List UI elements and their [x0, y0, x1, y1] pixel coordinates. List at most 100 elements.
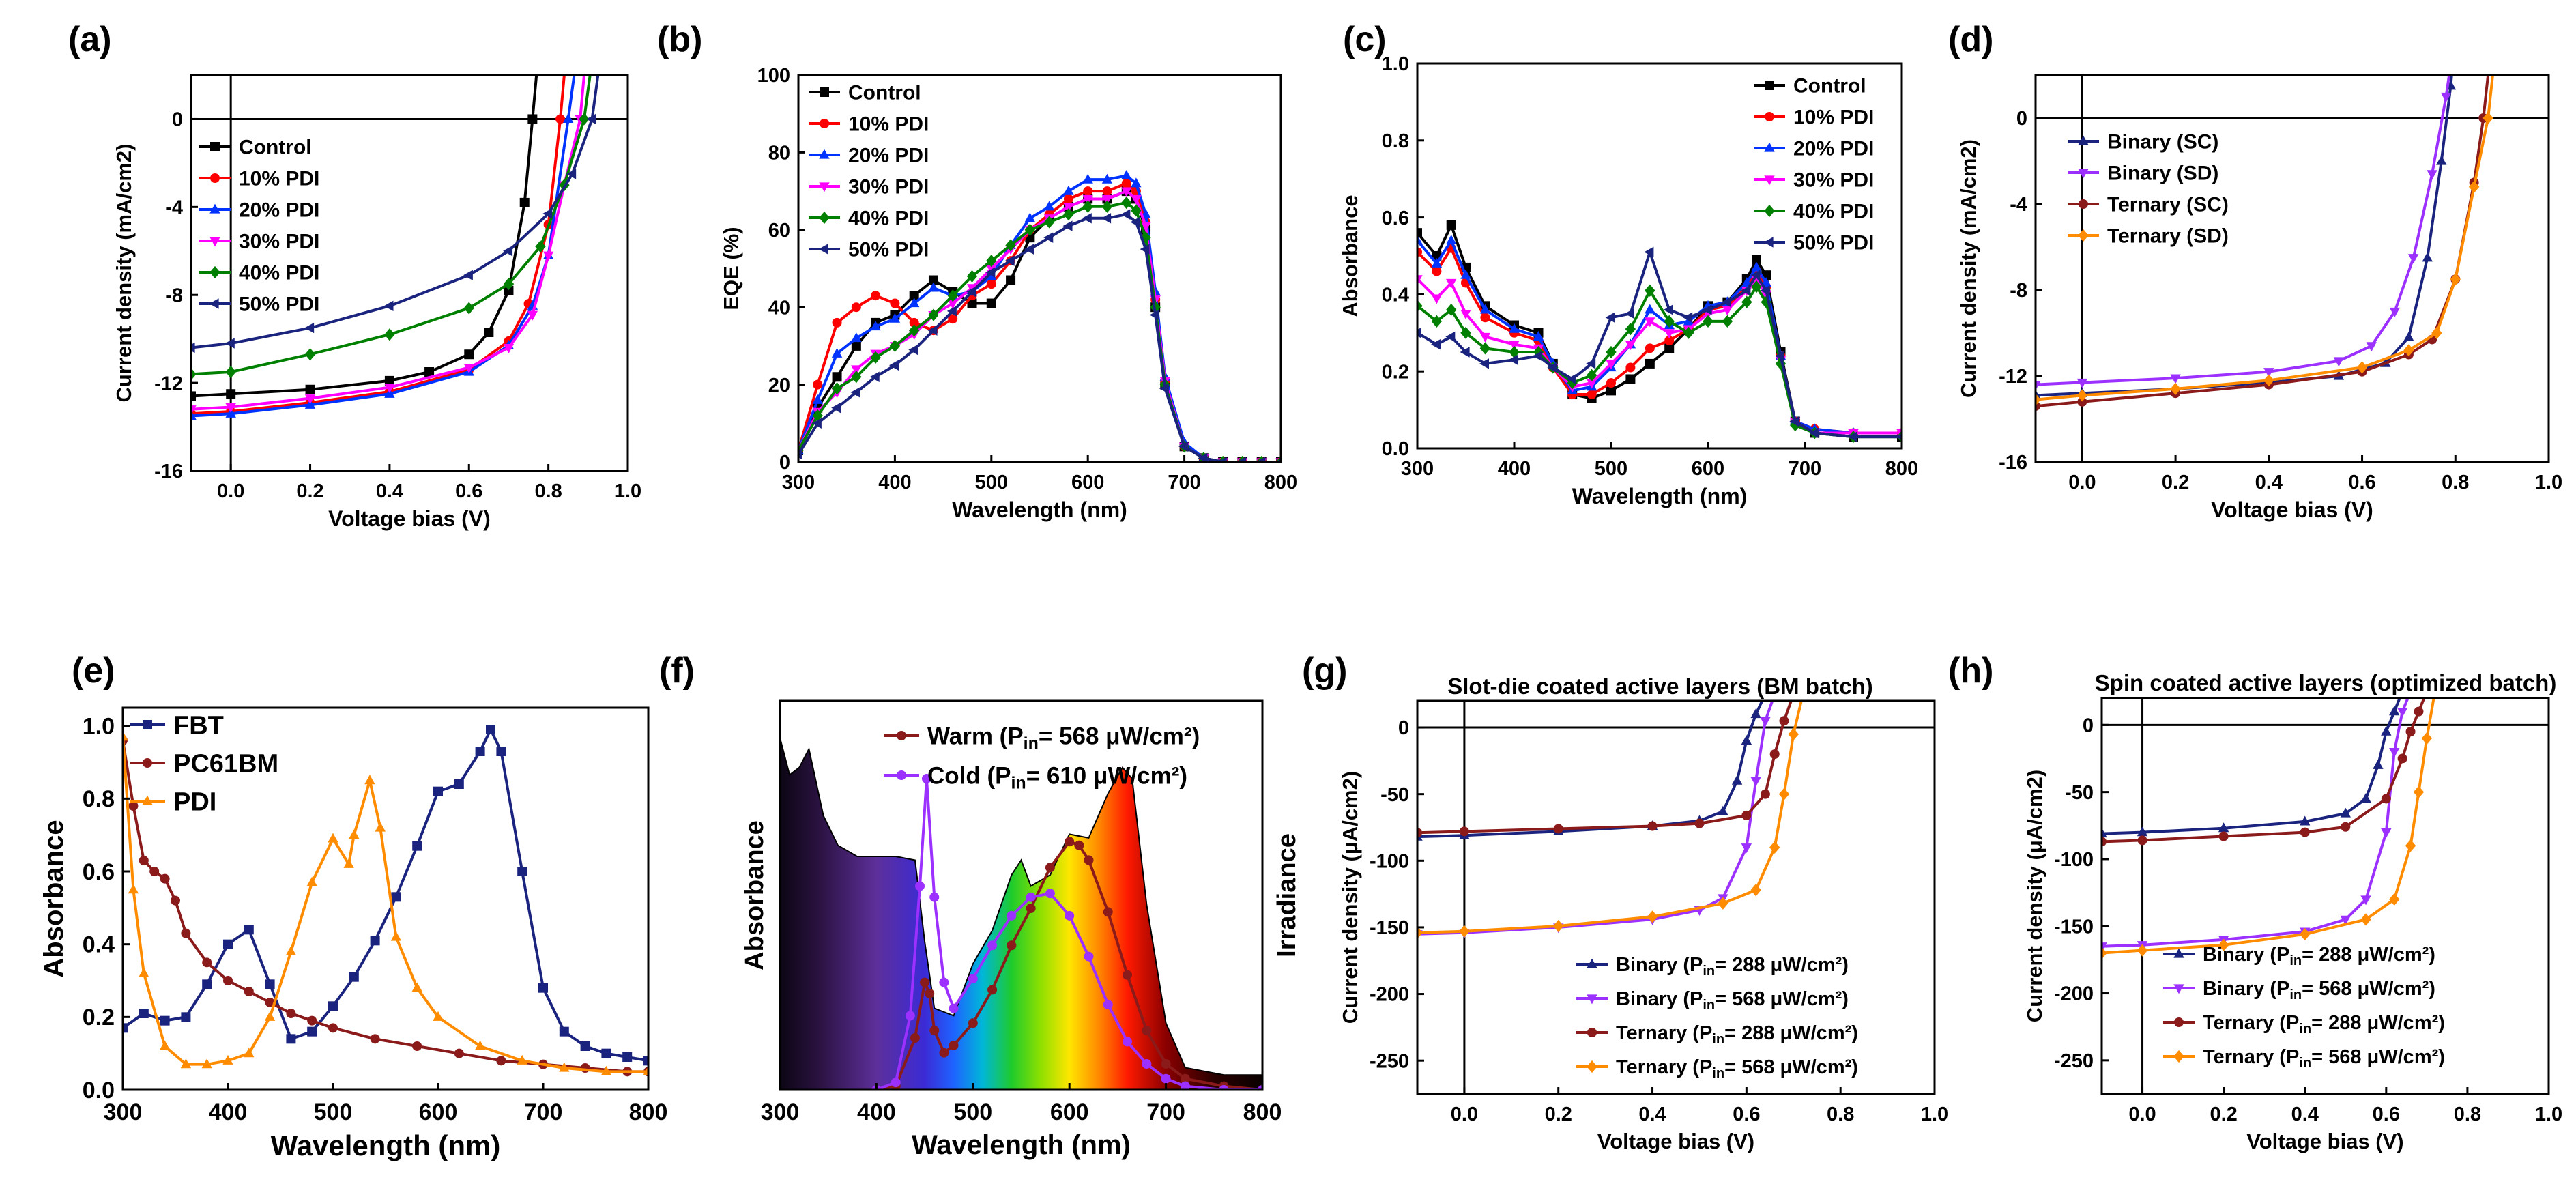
- x-tick-label: 600: [1692, 458, 1724, 480]
- data-point: [201, 1058, 212, 1069]
- data-point: [527, 114, 538, 124]
- y-tick-label: 80: [768, 143, 790, 164]
- data-point: [1645, 358, 1655, 369]
- data-point: [226, 389, 236, 399]
- x-tick-label: 600: [419, 1099, 458, 1125]
- legend-label: 20% PDI: [239, 199, 319, 222]
- data-point: [579, 113, 590, 126]
- y-axis-label: Absorbance: [740, 820, 769, 970]
- chart-panel-f: (f) 300 400 500 600 700 800 Wavelength (nm) Abso…: [659, 651, 1301, 1160]
- data-point: [1683, 312, 1693, 323]
- data-point: [559, 1026, 569, 1037]
- data-point: [1645, 343, 1655, 353]
- legend-label: Control: [848, 82, 921, 104]
- data-point: [929, 892, 940, 902]
- data-point: [1431, 339, 1441, 350]
- series-50-pdi-5: [1417, 246, 1902, 442]
- y-tick-label: 1.0: [83, 714, 115, 740]
- data-point: [1178, 441, 1189, 452]
- data-point: [948, 314, 958, 324]
- data-point: [1063, 208, 1074, 221]
- data-point: [517, 1054, 527, 1065]
- legend-marker: [1764, 142, 1775, 152]
- x-tick-label: 800: [1885, 458, 1918, 480]
- legend-label: 40% PDI: [848, 207, 929, 230]
- data-point: [2102, 837, 2107, 847]
- data-point: [1043, 201, 1055, 211]
- data-point: [139, 856, 149, 865]
- data-point: [1101, 213, 1112, 224]
- data-point: [600, 1065, 612, 1075]
- data-point: [412, 841, 422, 851]
- data-point: [2170, 382, 2181, 395]
- data-point: [1043, 216, 1055, 229]
- data-point: [939, 977, 949, 987]
- legend-label: FBT: [173, 711, 224, 740]
- data-point: [2381, 828, 2392, 839]
- data-point: [1460, 326, 1471, 339]
- data-point: [285, 945, 297, 955]
- data-point: [891, 1078, 901, 1088]
- y-tick-label: -4: [2010, 194, 2027, 216]
- y-tick-label: 0: [1398, 717, 1409, 739]
- y-tick-label: -250: [2054, 1050, 2094, 1072]
- data-point: [128, 801, 139, 811]
- data-point: [2366, 342, 2377, 352]
- legend-label: Control: [239, 136, 312, 159]
- data-point: [391, 892, 401, 902]
- data-point: [1417, 228, 1422, 238]
- data-point: [1779, 716, 1789, 726]
- y-tick-label: 0.6: [83, 859, 115, 885]
- data-point: [1065, 910, 1075, 921]
- data-point: [1533, 331, 1544, 341]
- x-tick-label: 0.2: [1545, 1103, 1572, 1125]
- x-tick-label: 700: [1789, 458, 1821, 480]
- data-point: [264, 1011, 276, 1021]
- data-point: [1063, 203, 1074, 213]
- data-point: [1547, 362, 1557, 373]
- legend-label: 30% PDI: [848, 176, 929, 199]
- data-point: [1006, 275, 1016, 285]
- data-point: [2340, 807, 2351, 818]
- data-point: [925, 988, 935, 998]
- y-tick-label: 0: [2083, 714, 2094, 736]
- legend-subscript: in: [2299, 1056, 2311, 1071]
- data-point: [1586, 379, 1597, 389]
- data-point: [1101, 200, 1113, 213]
- legend-subscript: in: [1011, 773, 1026, 792]
- legend-label: Ternary (Pin= 288 μW/cm²): [1616, 1022, 1858, 1047]
- series-line: [191, 75, 592, 376]
- data-point: [328, 833, 338, 843]
- data-point: [306, 876, 317, 886]
- data-point: [1417, 275, 1423, 285]
- data-point: [1460, 310, 1471, 319]
- legend-subscript: in: [1024, 734, 1039, 753]
- x-axis-label: Voltage bias (V): [2211, 497, 2373, 522]
- data-point: [832, 372, 842, 382]
- data-point: [486, 725, 495, 734]
- data-point: [1142, 1026, 1152, 1036]
- y-tick-label: 0.0: [83, 1078, 115, 1103]
- data-point: [2333, 357, 2345, 367]
- data-point: [967, 298, 977, 308]
- data-point: [1664, 315, 1675, 328]
- data-point: [1074, 840, 1084, 850]
- data-point: [1645, 304, 1655, 314]
- data-point: [1703, 315, 1713, 328]
- data-point: [908, 298, 920, 308]
- data-point: [2263, 368, 2274, 378]
- y-tick-label: 0.4: [83, 932, 115, 958]
- legend: Binary (SC) Binary (SD) Ternary (SC) Ternar…: [2068, 131, 2229, 248]
- data-point: [433, 1011, 444, 1021]
- legend-label: 50% PDI: [1793, 232, 1874, 255]
- data-point: [159, 1040, 171, 1050]
- y-tick-label: -200: [2054, 983, 2094, 1005]
- data-point: [1553, 919, 1564, 933]
- legend-label: PDI: [173, 788, 216, 816]
- series-line: [2102, 698, 2409, 948]
- data-point: [1625, 341, 1636, 351]
- data-point: [1121, 170, 1132, 180]
- panel-label: (h): [1948, 651, 1993, 691]
- data-point: [1509, 345, 1520, 359]
- y-tick-label: 0: [172, 109, 183, 131]
